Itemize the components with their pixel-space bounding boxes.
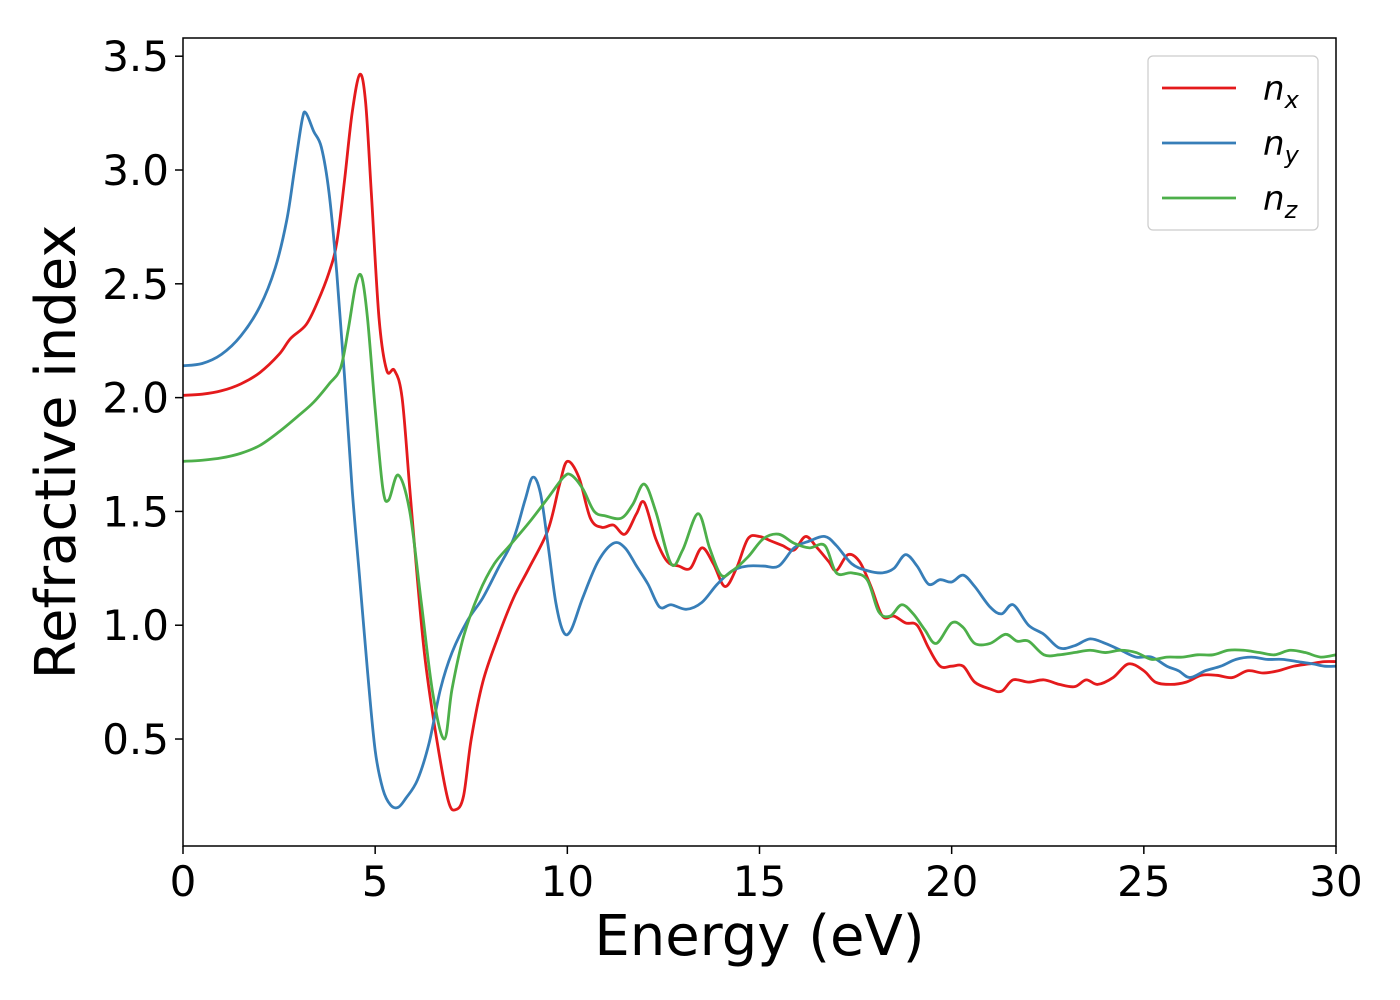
y-tick-label: 1.0	[102, 601, 169, 650]
y-axis-ticks: 0.5 1.0 1.5 2.0 2.5 3.0 3.5	[102, 32, 183, 764]
x-tick-label: 25	[1117, 857, 1170, 906]
x-tick-label: 15	[733, 857, 786, 906]
y-axis-label: Refractive index	[24, 225, 89, 680]
legend-label: ny	[1263, 124, 1300, 169]
y-tick-label: 3.5	[102, 32, 169, 81]
series-line-ny	[183, 110, 1336, 810]
x-tick-label: 20	[925, 857, 978, 906]
y-tick-label: 3.0	[102, 146, 169, 195]
x-tick-label: 30	[1309, 857, 1362, 906]
legend: nx ny nz	[1147, 55, 1319, 231]
legend-label: nx	[1263, 69, 1300, 114]
x-axis-ticks: 0 5 10 15 20 25 30	[170, 846, 1363, 906]
series-layer	[183, 72, 1336, 812]
y-tick-label: 2.5	[102, 260, 169, 309]
series-line-nx	[183, 72, 1336, 812]
y-tick-label: 2.0	[102, 374, 169, 423]
legend-label: nz	[1263, 179, 1299, 224]
y-tick-label: 1.5	[102, 487, 169, 536]
x-tick-label: 0	[170, 857, 197, 906]
x-tick-label: 10	[541, 857, 594, 906]
series-line-nz	[183, 272, 1336, 741]
x-axis-label: Energy (eV)	[594, 904, 924, 969]
y-tick-label: 0.5	[102, 715, 169, 764]
x-tick-label: 5	[362, 857, 389, 906]
